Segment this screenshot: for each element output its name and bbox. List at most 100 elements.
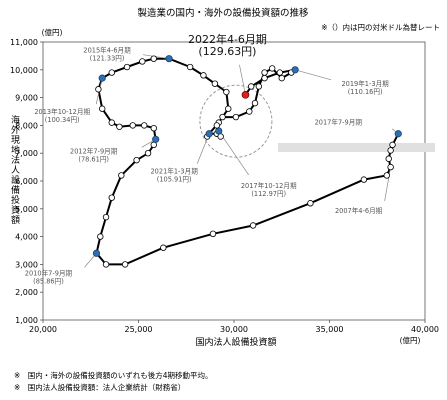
data-point <box>108 69 115 76</box>
x-unit-label: (億円) <box>400 335 421 345</box>
chart-note: ※（）内は円の対米ドル為替レート <box>321 22 440 32</box>
y-tick-label: 5,000 <box>15 205 38 214</box>
data-point <box>108 194 115 201</box>
data-point-latest <box>241 91 250 99</box>
x-tick-label: 40,000 <box>411 325 439 334</box>
annotation-label: 2022年4-6月期 <box>188 32 267 46</box>
y-tick-label: 2,000 <box>15 288 38 297</box>
footnote-2: ※ 国内法人設備投資額：法人企業統計（財務省） <box>14 382 185 392</box>
annotation-label: 2017年10-12月期 <box>241 181 297 190</box>
annotation-rate: (100.34円) <box>45 116 80 124</box>
annotation-rate: (112.97円) <box>251 190 286 198</box>
data-point <box>223 88 230 96</box>
data-point-highlight <box>92 249 101 257</box>
data-point <box>200 72 207 79</box>
x-tick-label: 30,000 <box>220 325 248 334</box>
annotation-leader <box>384 167 391 202</box>
data-point <box>269 65 276 72</box>
annotation-leader <box>239 64 246 95</box>
data-point-highlight <box>152 135 160 143</box>
annotation-label: 2010年7-9月期 <box>25 268 73 277</box>
data-point <box>150 55 157 62</box>
x-tick-label: 35,000 <box>316 325 344 334</box>
data-point <box>209 230 217 238</box>
data-point <box>97 233 104 240</box>
annotation-label: 2021年1-3月期 <box>150 167 198 176</box>
annotation-rate: (78.61円) <box>78 155 109 163</box>
y-tick-label: 6,000 <box>15 177 38 186</box>
y-tick-label: 1,000 <box>15 316 38 325</box>
data-point <box>261 74 268 82</box>
data-point <box>246 108 253 115</box>
data-point <box>129 122 136 129</box>
highlight-band <box>278 143 435 152</box>
annotation-label: 2012年7-9月期 <box>70 146 118 155</box>
data-point <box>261 69 268 76</box>
annotation-label: 2015年4-6月期 <box>83 46 131 55</box>
data-point <box>150 141 157 149</box>
y-unit-label: (億円) <box>42 27 63 37</box>
data-point <box>383 172 390 179</box>
x-tick-label: 25,000 <box>125 325 153 334</box>
footnote-1: ※ 国内・海外の設備投資額のいずれも後方4期移動平均。 <box>14 370 213 380</box>
y-tick-label: 8,000 <box>15 121 38 130</box>
data-point <box>186 63 194 71</box>
data-point <box>249 222 257 229</box>
data-point <box>232 113 240 121</box>
data-point <box>278 74 285 82</box>
data-point <box>139 58 146 65</box>
y-tick-label: 9,000 <box>15 94 38 103</box>
annotation-rate: (121.33円) <box>90 55 125 63</box>
annotation-rate: (105.91円) <box>157 176 192 184</box>
y-tick-label: 4,000 <box>15 233 38 242</box>
data-point <box>360 176 368 183</box>
data-point <box>150 124 157 132</box>
data-point <box>387 147 394 154</box>
data-point <box>95 86 102 93</box>
annotation-leader <box>295 69 332 81</box>
data-point-highlight <box>205 130 213 138</box>
data-point <box>219 113 226 121</box>
data-point <box>387 163 394 171</box>
data-point <box>121 261 129 268</box>
data-point <box>141 122 148 129</box>
data-point <box>247 83 255 90</box>
y-tick-label: 11,000 <box>10 38 38 47</box>
y-tick-label: 7,000 <box>15 149 38 158</box>
chart-title: 製造業の国内・海外の設備投資額の推移 <box>137 7 309 19</box>
y-axis-title: 海外現地法人設備投資額 <box>9 114 20 225</box>
data-point <box>251 99 259 107</box>
annotation-label: 2007年4-6月期 <box>335 206 383 215</box>
x-axis-title: 国内法人設備投資額 <box>195 336 276 348</box>
y-tick-label: 10,000 <box>10 66 38 75</box>
data-point <box>99 105 106 112</box>
data-point-highlight <box>394 130 402 138</box>
data-point <box>116 123 123 130</box>
recent-period-circle <box>199 84 273 158</box>
data-point <box>118 172 125 179</box>
annotation-label: 2017年7-9月期 <box>315 118 363 127</box>
x-tick-label: 20,000 <box>29 325 57 334</box>
data-point <box>108 119 115 126</box>
data-point <box>160 244 167 251</box>
data-point-highlight <box>291 66 299 74</box>
data-point <box>225 105 232 112</box>
y-tick-label: 3,000 <box>15 260 38 269</box>
data-point <box>389 141 396 149</box>
annotation-leader <box>218 130 250 176</box>
data-point <box>217 133 224 140</box>
data-point <box>144 149 152 157</box>
data-point <box>385 155 392 162</box>
annotation-label: 2019年1-3月期 <box>341 79 389 88</box>
data-point <box>255 83 263 90</box>
data-point-highlight <box>215 127 223 135</box>
annotation-rate: (85.86円) <box>33 277 64 285</box>
data-point <box>276 69 284 76</box>
annotation-label: 2013年10-12月期 <box>34 107 90 116</box>
annotation-rate: (129.63円) <box>198 45 256 58</box>
data-point <box>213 122 221 129</box>
data-point <box>102 213 110 221</box>
data-point-highlight <box>165 55 173 63</box>
